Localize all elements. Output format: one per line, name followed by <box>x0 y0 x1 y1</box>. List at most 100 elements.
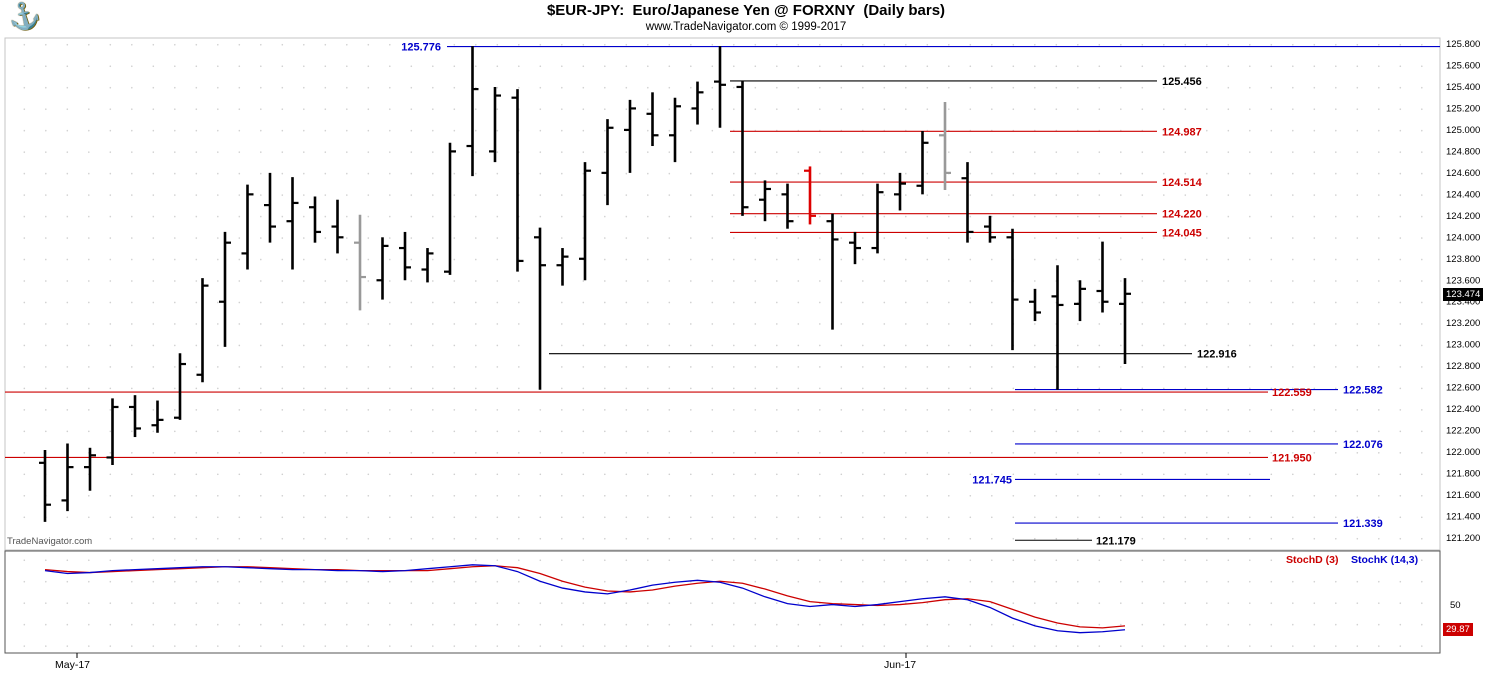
ohlc-bar <box>691 81 704 125</box>
ohlc-bar <box>61 443 74 512</box>
price-axis-tick: 121.200 <box>1446 533 1480 544</box>
price-axis-tick: 121.400 <box>1446 512 1480 523</box>
ohlc-bar <box>1074 280 1086 322</box>
price-axis-tick: 122.400 <box>1446 404 1480 415</box>
price-axis-tick: 122.600 <box>1446 383 1480 394</box>
page-title: $EUR-JPY: Euro/Japanese Yen @ FORXNY (Da… <box>546 2 946 19</box>
ohlc-bar <box>939 101 951 191</box>
ohlc-bar <box>421 248 434 283</box>
price-axis-tick: 125.600 <box>1446 60 1480 71</box>
ohlc-bar <box>781 183 794 229</box>
ohlc-bar <box>39 449 51 522</box>
x-axis-label-jun: Jun-17 <box>884 659 917 671</box>
ohlc-bar <box>309 196 321 243</box>
ohlc-bar <box>106 398 119 465</box>
ohlc-bar <box>219 231 231 347</box>
price-axis-tick: 125.000 <box>1446 125 1480 136</box>
grid-dots <box>5 38 1440 653</box>
price-axis-tick: 125.800 <box>1446 39 1480 50</box>
ohlc-bar <box>331 199 344 254</box>
level-label-121.745: 121.745 <box>972 474 1012 486</box>
watermark: TradeNavigator.com <box>7 536 93 547</box>
level-label-124.987: 124.987 <box>1162 126 1202 138</box>
ohlc-bar <box>511 89 524 272</box>
ohlc-bar <box>894 172 906 211</box>
level-label-125.776: 125.776 <box>401 42 441 54</box>
price-axis-tick: 124.000 <box>1446 232 1480 243</box>
ohlc-bar <box>1006 228 1019 351</box>
level-label-124.220: 124.220 <box>1162 209 1202 221</box>
level-label-124.045: 124.045 <box>1162 227 1202 239</box>
ohlc-bar <box>961 162 974 243</box>
ohlc-bar <box>174 353 186 420</box>
level-label-121.339: 121.339 <box>1343 518 1383 530</box>
level-label-125.456: 125.456 <box>1162 76 1202 88</box>
price-axis-tick: 125.400 <box>1446 82 1480 93</box>
page-subtitle: www.TradeNavigator.com © 1999-2017 <box>645 21 847 33</box>
ohlc-bar <box>151 400 164 433</box>
ohlc-bar <box>601 119 614 206</box>
price-axis-tick: 122.800 <box>1446 361 1480 372</box>
ohlc-bar <box>1119 278 1131 365</box>
ohlc-bar <box>534 227 546 390</box>
indicator-pane-border <box>4 550 1441 654</box>
ohlc-bar <box>849 231 861 265</box>
level-label-122.076: 122.076 <box>1343 439 1383 451</box>
price-axis-tick: 122.000 <box>1446 447 1480 458</box>
ohlc-bar <box>624 99 636 173</box>
price-axis-tick: 124.400 <box>1446 189 1480 200</box>
ohlc-bar <box>714 46 726 128</box>
price-pane-border <box>4 37 1441 551</box>
stoch-mid-label: 50 <box>1450 600 1461 611</box>
price-axis-tick: 124.200 <box>1446 211 1480 222</box>
ohlc-bar <box>826 213 839 330</box>
price-axis-tick: 121.800 <box>1446 469 1480 480</box>
ohlc-bar <box>264 172 276 243</box>
ohlc-bar <box>669 97 681 163</box>
ohlc-bar <box>646 92 659 147</box>
ohlc-bar <box>984 215 996 243</box>
price-axis-tick: 123.400 <box>1446 297 1480 308</box>
ohlc-bar <box>129 395 141 438</box>
stochk-line <box>44 564 1126 634</box>
price-axis-tick: 124.600 <box>1446 168 1480 179</box>
price-axis-tick: 123.600 <box>1446 275 1480 286</box>
stochd-legend[interactable]: StochD (3) <box>1286 554 1339 566</box>
ohlc-bar <box>466 46 479 177</box>
ohlc-bar <box>1051 265 1064 390</box>
ohlc-bar <box>489 86 501 163</box>
ohlc-bar <box>736 80 749 216</box>
current-price-badge: 123.474 <box>1443 288 1484 301</box>
ohlc-bar <box>354 214 366 311</box>
level-label-121.950: 121.950 <box>1272 452 1312 464</box>
ohlc-bar <box>759 180 771 222</box>
level-label-124.514: 124.514 <box>1162 177 1203 189</box>
price-axis-tick: 124.800 <box>1446 146 1480 157</box>
price-axis-tick: 122.200 <box>1446 426 1480 437</box>
ohlc-bar <box>916 130 929 195</box>
price-axis-tick: 125.200 <box>1446 103 1480 114</box>
level-label-121.179: 121.179 <box>1096 535 1136 547</box>
ohlc-bar <box>286 177 299 270</box>
ohlc-bar <box>556 248 569 286</box>
x-axis-label-may: May-17 <box>55 659 91 671</box>
stochk-legend[interactable]: StochK (14,3) <box>1351 554 1419 566</box>
price-axis-tick: 123.200 <box>1446 318 1480 329</box>
level-label-122.916: 122.916 <box>1197 349 1237 361</box>
ohlc-bar <box>579 162 591 281</box>
price-axis-tick: 123.800 <box>1446 254 1480 265</box>
ohlc-bar <box>196 278 209 383</box>
level-label-122.582: 122.582 <box>1343 385 1383 397</box>
ohlc-bar <box>1029 288 1041 322</box>
ohlc-bar <box>444 142 456 275</box>
ohlc-bar <box>1096 241 1109 313</box>
price-axis-tick: 121.600 <box>1446 490 1480 501</box>
ohlc-bar <box>241 184 254 270</box>
ohlc-bar <box>399 231 411 281</box>
ohlc-bar <box>84 447 96 491</box>
price-axis-tick: 123.000 <box>1446 340 1480 351</box>
ohlc-bar <box>376 237 389 300</box>
ohlc-bar <box>804 166 816 225</box>
stoch-value-badge: 29.87 <box>1443 623 1473 636</box>
